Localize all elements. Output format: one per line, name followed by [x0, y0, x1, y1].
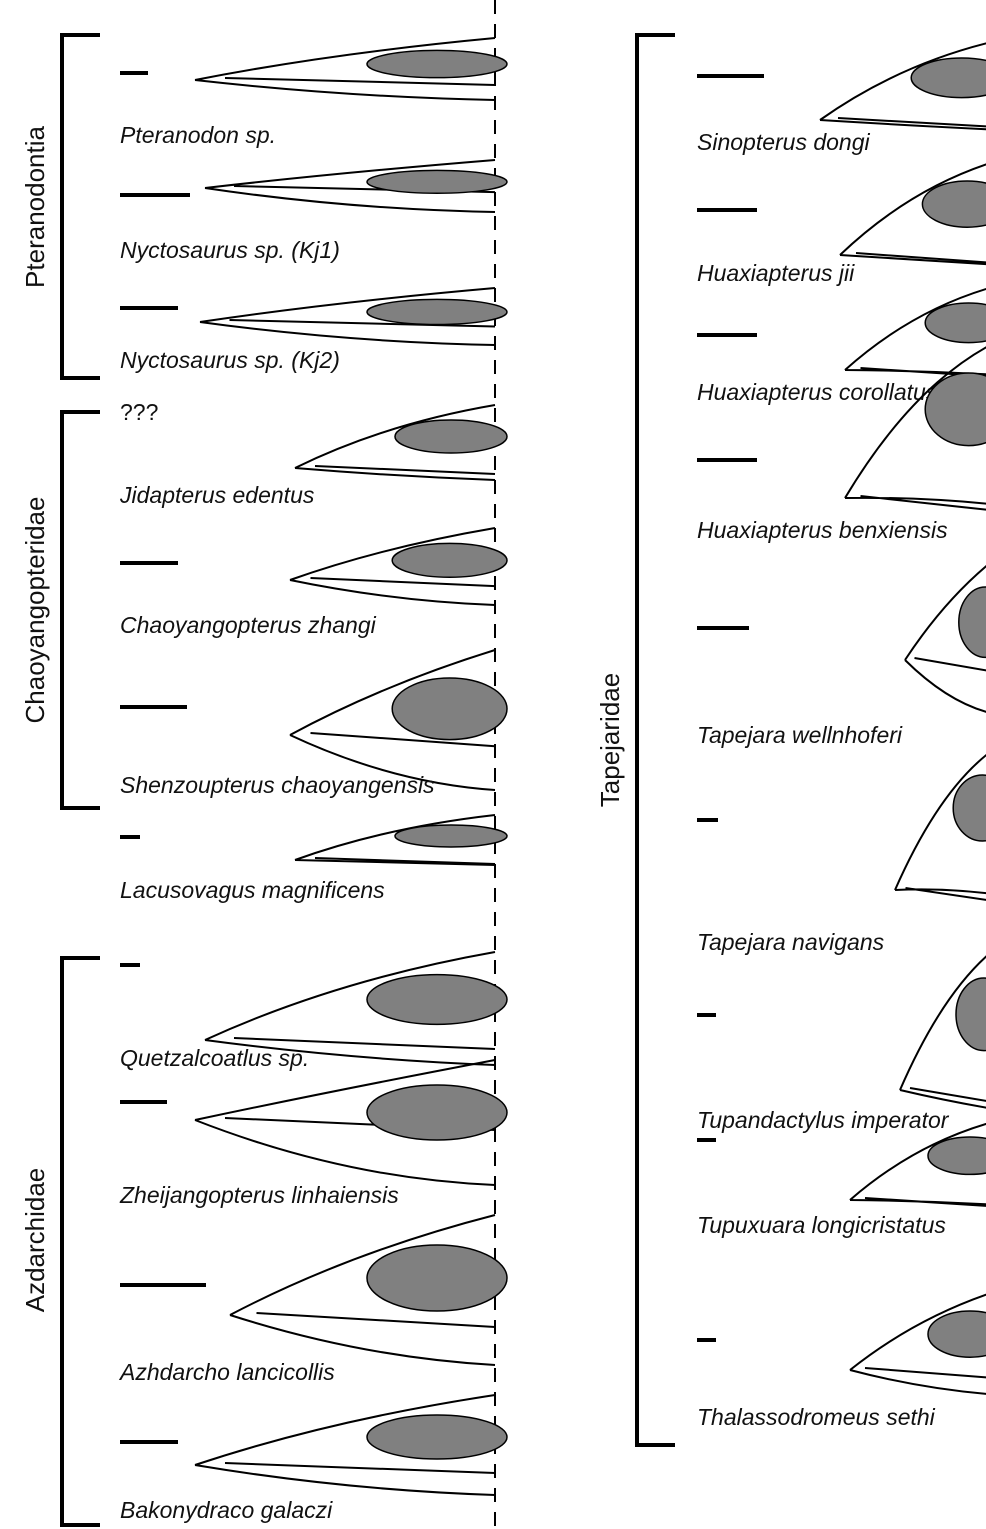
taxon-name: Huaxiapterus corollatus	[697, 379, 938, 405]
fenestra	[953, 775, 986, 841]
bracket	[62, 958, 100, 1525]
fenestra	[367, 975, 507, 1025]
taxon-name: Tupuxuara longicristatus	[697, 1212, 946, 1238]
taxon-name: Nyctosaurus sp. (Kj2)	[120, 347, 340, 373]
taxon-name: Shenzoupterus chaoyangensis	[120, 772, 435, 798]
taxon-name: Jidapterus edentus	[119, 482, 315, 508]
fenestra	[367, 170, 507, 193]
taxon-name: Sinopterus dongi	[697, 129, 871, 155]
fenestra	[367, 50, 507, 77]
bracket	[62, 412, 100, 808]
taxon-name: Zheijangopterus linhaiensis	[119, 1182, 399, 1208]
bracket	[637, 35, 675, 1445]
fenestra	[395, 825, 507, 847]
taxon-name: Quetzalcoatlus sp.	[120, 1045, 309, 1071]
figure: Pteranodontia Chaoyangopteridae Azdarchi…	[0, 0, 986, 1529]
fenestra	[367, 1245, 507, 1311]
taxon-name: Thalassodromeus sethi	[697, 1404, 936, 1430]
fenestra	[928, 1311, 986, 1357]
fenestra	[395, 420, 507, 453]
fenestra	[367, 299, 507, 324]
taxon-name: Lacusovagus magnificens	[120, 877, 385, 903]
taxon-name: Nyctosaurus sp. (Kj1)	[120, 237, 340, 263]
taxon-name: Bakonydraco galaczi	[120, 1497, 333, 1523]
group-label: Tapejaridae	[595, 673, 625, 807]
taxon-name: Huaxiapterus benxiensis	[697, 517, 948, 543]
taxon-name: Huaxiapterus jii	[697, 260, 855, 286]
taxon-name: Tupandactylus imperator	[697, 1107, 950, 1133]
group-label: Chaoyangopteridae	[20, 497, 50, 724]
unknown-scale: ???	[120, 399, 158, 425]
taxon-name: Chaoyangopterus zhangi	[120, 612, 377, 638]
bracket	[62, 35, 100, 378]
fenestra	[959, 587, 986, 657]
taxon-name: Tapejara wellnhoferi	[697, 722, 903, 748]
fenestra	[367, 1415, 507, 1459]
taxon-name: Tapejara navigans	[697, 929, 885, 955]
group-label: Azdarchidae	[20, 1168, 50, 1313]
taxon-name: Azhdarcho lancicollis	[118, 1359, 335, 1385]
fenestra	[392, 543, 507, 577]
taxon-name: Pteranodon sp.	[120, 122, 276, 148]
group-label: Pteranodontia	[20, 126, 50, 288]
fenestra	[392, 678, 507, 740]
fenestra	[956, 978, 986, 1051]
fenestra	[367, 1085, 507, 1140]
